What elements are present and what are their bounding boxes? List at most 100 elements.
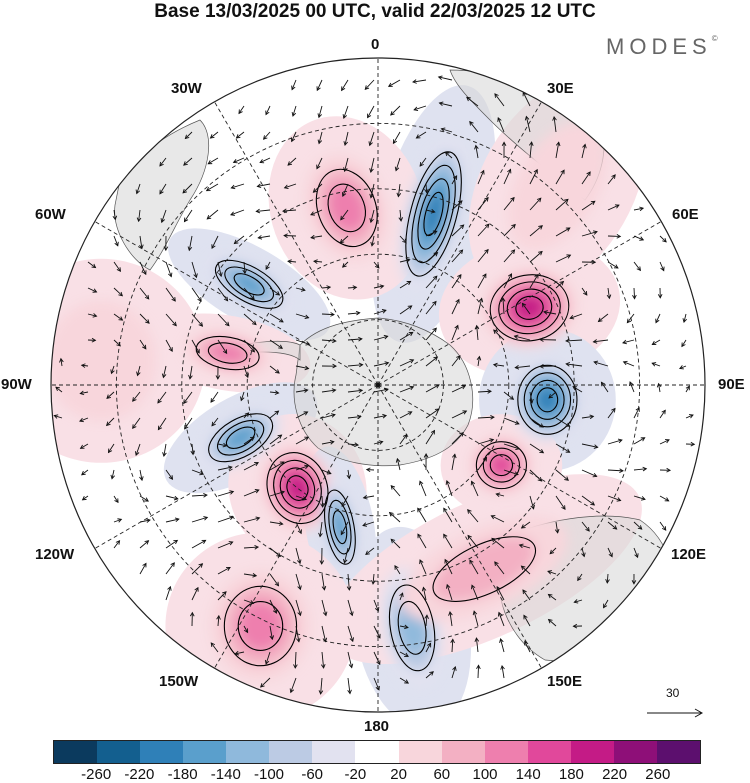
wind-vector-223 bbox=[476, 355, 482, 367]
south-pole-marker bbox=[375, 382, 381, 388]
wind-vector-14 bbox=[413, 105, 427, 112]
contour-pink-160e-1 bbox=[432, 536, 537, 602]
wind-vector-128 bbox=[477, 248, 489, 263]
wind-vector-65 bbox=[503, 168, 512, 185]
wind-vector-141 bbox=[217, 287, 229, 302]
wind-vector-226 bbox=[539, 364, 557, 369]
wind-vector-304 bbox=[659, 439, 670, 445]
map-title: Base 13/03/2025 00 UTC, valid 22/03/2025… bbox=[154, 1, 596, 22]
wind-vector-401 bbox=[295, 573, 302, 591]
wind-vector-49 bbox=[555, 141, 561, 159]
anomaly-ring-blue-110w-3 bbox=[226, 427, 255, 449]
wind-vector-217 bbox=[321, 363, 338, 369]
wind-vector-410 bbox=[520, 565, 531, 575]
wind-vectors bbox=[53, 75, 696, 695]
wind-vector-109 bbox=[581, 230, 598, 237]
meridian-60 bbox=[377, 221, 662, 386]
meridian-300 bbox=[94, 221, 379, 386]
wind-vector-207 bbox=[59, 357, 64, 367]
wind-vector-323 bbox=[529, 469, 543, 482]
wind-vector-212 bbox=[188, 365, 193, 380]
wind-vector-314 bbox=[295, 464, 310, 471]
wind-vector-435 bbox=[243, 625, 249, 634]
wind-vector-80 bbox=[369, 209, 375, 224]
colorbar-swatch-11 bbox=[527, 741, 571, 763]
wind-vector-38 bbox=[259, 157, 271, 164]
wind-vector-289 bbox=[269, 434, 283, 445]
wind-vector-16 bbox=[466, 96, 479, 107]
wind-vector-385 bbox=[390, 538, 401, 549]
wind-vector-41 bbox=[343, 157, 349, 173]
colorbar-tick-7: 20 bbox=[390, 766, 407, 783]
wind-vector-324 bbox=[555, 469, 569, 481]
wind-vector-259 bbox=[105, 417, 115, 427]
colorbar-tick-11: 180 bbox=[558, 766, 584, 783]
contour-blue-90e-3 bbox=[530, 379, 565, 420]
colorbar-tick-5: -60 bbox=[301, 766, 324, 783]
wind-vector-344 bbox=[470, 480, 479, 497]
wind-vector-381 bbox=[295, 547, 302, 565]
wind-vector-194 bbox=[373, 334, 389, 341]
wind-vector-417 bbox=[217, 591, 227, 601]
lon-label-60e: 60E bbox=[672, 206, 699, 223]
wind-vector-121 bbox=[287, 259, 297, 264]
wind-vector-72 bbox=[160, 209, 167, 224]
wind-vector-193 bbox=[347, 336, 363, 342]
wind-vector-262 bbox=[184, 417, 193, 430]
wind-vector-281 bbox=[685, 414, 694, 419]
wind-vector-286 bbox=[190, 443, 196, 456]
wind-vector-247 bbox=[451, 385, 467, 393]
wind-vector-47 bbox=[501, 141, 507, 159]
wind-vector-104 bbox=[451, 224, 465, 237]
wind-vector-149 bbox=[425, 275, 438, 289]
wind-vector-166 bbox=[269, 313, 284, 323]
wind-vector-249 bbox=[503, 391, 515, 400]
contour-blue-90e-2 bbox=[523, 372, 572, 428]
wind-vector-144 bbox=[295, 287, 306, 292]
wind-vector-134 bbox=[633, 261, 642, 272]
wind-vector-15 bbox=[438, 101, 453, 107]
wind-vector-139 bbox=[165, 287, 176, 302]
wind-vector-57 bbox=[283, 183, 297, 189]
wind-vector-208 bbox=[80, 363, 89, 368]
wind-vector-313 bbox=[269, 461, 285, 471]
wind-vector-140 bbox=[191, 287, 202, 302]
wind-vector-294 bbox=[399, 433, 408, 445]
wind-vector-234 bbox=[106, 391, 115, 399]
wind-vector-467 bbox=[399, 677, 410, 684]
wind-vector-345 bbox=[495, 492, 505, 498]
wind-vector-458 bbox=[450, 638, 455, 653]
wind-vector-240 bbox=[269, 390, 280, 395]
wind-vector-160 bbox=[113, 313, 124, 321]
wind-vector-118 bbox=[217, 261, 223, 278]
colorbar-tick-2: -180 bbox=[167, 766, 198, 783]
wind-vector-120 bbox=[265, 261, 271, 270]
wind-vector-408 bbox=[469, 559, 479, 575]
wind-vector-216 bbox=[295, 365, 310, 371]
wind-vector-421 bbox=[321, 599, 328, 617]
wind-vector-271 bbox=[425, 408, 440, 419]
wind-vector-107 bbox=[529, 225, 543, 237]
wind-vector-471 bbox=[500, 664, 505, 679]
wind-vector-301 bbox=[581, 443, 599, 449]
wind-vector-428 bbox=[496, 585, 505, 601]
wind-vector-75 bbox=[230, 209, 245, 216]
wind-vector-470 bbox=[476, 664, 481, 679]
wind-vector-463 bbox=[289, 677, 297, 694]
wind-vector-155 bbox=[581, 287, 588, 296]
wind-vector-8 bbox=[265, 105, 271, 116]
wind-vector-90 bbox=[633, 206, 645, 212]
wind-vector-275 bbox=[529, 417, 544, 428]
wind-vector-283 bbox=[107, 443, 115, 454]
wind-vector-391 bbox=[549, 547, 557, 555]
wind-vector-319 bbox=[423, 453, 429, 471]
wind-vector-158 bbox=[657, 287, 663, 299]
wind-vector-146 bbox=[347, 285, 358, 290]
wind-vector-373 bbox=[659, 521, 667, 531]
wind-vector-87 bbox=[555, 198, 569, 211]
lon-label-150e: 150E bbox=[547, 673, 583, 690]
wind-vector-108 bbox=[555, 227, 571, 237]
wind-vector-356 bbox=[217, 515, 235, 523]
wind-vector-125 bbox=[399, 258, 411, 263]
